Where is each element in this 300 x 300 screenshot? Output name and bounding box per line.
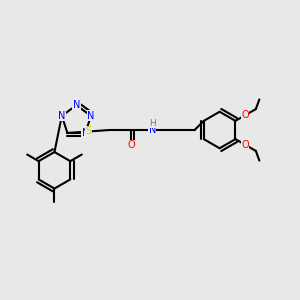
Text: N: N (58, 111, 65, 121)
Text: N: N (82, 128, 89, 138)
Text: N: N (73, 100, 80, 110)
Text: O: O (127, 140, 135, 150)
Text: N: N (148, 125, 156, 135)
Text: H: H (149, 119, 156, 128)
Text: O: O (241, 110, 249, 120)
Text: O: O (241, 140, 249, 150)
Text: N: N (87, 111, 94, 121)
Text: S: S (85, 127, 92, 136)
